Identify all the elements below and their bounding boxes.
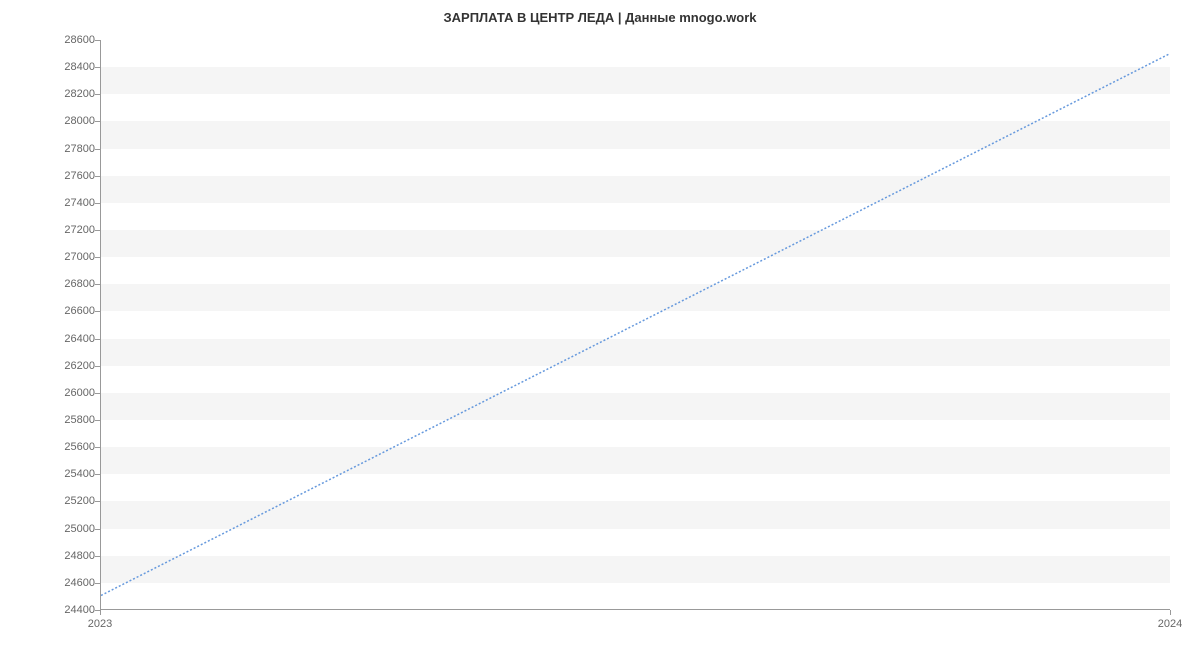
- y-tick-mark: [95, 501, 100, 502]
- grid-band: [101, 176, 1170, 203]
- y-tick-label: 26200: [45, 360, 95, 372]
- y-tick-mark: [95, 149, 100, 150]
- salary-chart: ЗАРПЛАТА В ЦЕНТР ЛЕДА | Данные mnogo.wor…: [0, 0, 1200, 650]
- y-tick-mark: [95, 474, 100, 475]
- y-tick-mark: [95, 203, 100, 204]
- plot-area: [100, 40, 1170, 610]
- y-tick-mark: [95, 447, 100, 448]
- y-tick-label: 28400: [45, 61, 95, 73]
- y-tick-label: 26000: [45, 387, 95, 399]
- grid-band: [101, 284, 1170, 311]
- x-tick-label: 2024: [1158, 618, 1182, 630]
- y-tick-mark: [95, 121, 100, 122]
- y-tick-mark: [95, 393, 100, 394]
- y-tick-label: 28200: [45, 88, 95, 100]
- y-tick-mark: [95, 67, 100, 68]
- y-tick-mark: [95, 311, 100, 312]
- x-tick-mark: [1170, 610, 1171, 615]
- y-tick-mark: [95, 583, 100, 584]
- grid-band: [101, 501, 1170, 528]
- y-tick-label: 25200: [45, 495, 95, 507]
- y-tick-label: 27600: [45, 170, 95, 182]
- y-tick-label: 25600: [45, 441, 95, 453]
- grid-band: [101, 67, 1170, 94]
- y-tick-label: 27000: [45, 251, 95, 263]
- y-tick-label: 25000: [45, 523, 95, 535]
- y-tick-label: 25400: [45, 468, 95, 480]
- grid-band: [101, 393, 1170, 420]
- grid-band: [101, 121, 1170, 148]
- grid-band: [101, 230, 1170, 257]
- grid-band: [101, 447, 1170, 474]
- y-tick-label: 24400: [45, 604, 95, 616]
- y-tick-label: 27800: [45, 143, 95, 155]
- y-tick-mark: [95, 556, 100, 557]
- y-tick-label: 24600: [45, 577, 95, 589]
- y-tick-mark: [95, 284, 100, 285]
- grid-band: [101, 556, 1170, 583]
- y-tick-mark: [95, 529, 100, 530]
- y-tick-mark: [95, 257, 100, 258]
- y-tick-label: 26600: [45, 305, 95, 317]
- y-tick-label: 24800: [45, 550, 95, 562]
- y-tick-mark: [95, 176, 100, 177]
- x-tick-mark: [100, 610, 101, 615]
- y-tick-label: 25800: [45, 414, 95, 426]
- y-tick-label: 26400: [45, 333, 95, 345]
- y-tick-mark: [95, 94, 100, 95]
- y-tick-label: 27400: [45, 197, 95, 209]
- y-tick-mark: [95, 230, 100, 231]
- y-tick-label: 27200: [45, 224, 95, 236]
- chart-title: ЗАРПЛАТА В ЦЕНТР ЛЕДА | Данные mnogo.wor…: [0, 0, 1200, 25]
- y-tick-mark: [95, 366, 100, 367]
- y-tick-label: 28000: [45, 115, 95, 127]
- grid-band: [101, 339, 1170, 366]
- y-tick-mark: [95, 420, 100, 421]
- y-tick-mark: [95, 339, 100, 340]
- y-tick-mark: [95, 40, 100, 41]
- x-tick-label: 2023: [88, 618, 112, 630]
- y-tick-label: 28600: [45, 34, 95, 46]
- y-tick-label: 26800: [45, 278, 95, 290]
